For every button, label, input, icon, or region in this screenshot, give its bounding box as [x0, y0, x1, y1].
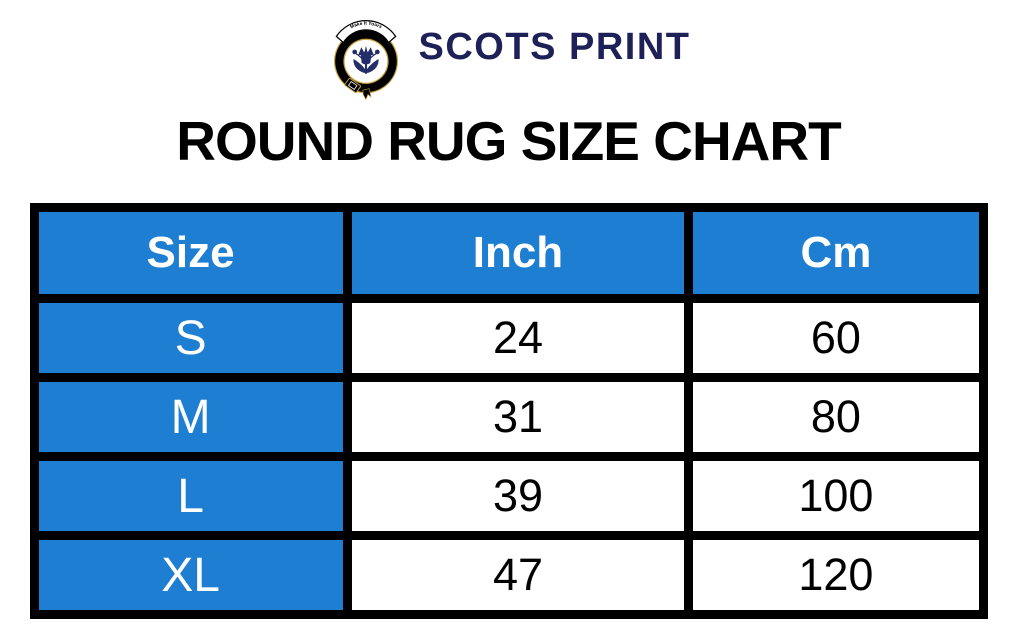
column-header-cm: Cm	[684, 203, 988, 303]
cm-cell: 80	[684, 373, 988, 461]
cm-cell: 100	[684, 452, 988, 540]
svg-text:Make It Yours: Make It Yours	[349, 21, 382, 31]
table-row-l: L 39 100	[29, 452, 988, 540]
table-row-s: S 24 60	[29, 294, 988, 382]
size-cell: L	[29, 452, 352, 540]
cm-cell: 60	[684, 294, 988, 382]
brand-wordmark: SCOTS PRINT	[418, 25, 691, 68]
belt-buckle	[344, 77, 372, 101]
size-cell: M	[29, 373, 352, 461]
inch-cell: 24	[342, 294, 694, 382]
size-chart-table: Size Inch Cm S 24 60 M 31 80 L 39 100 XL…	[29, 203, 988, 619]
page-title: ROUND RUG SIZE CHART	[176, 110, 841, 172]
thistle-icon	[351, 45, 380, 74]
thistle-crest-icon: Make It Yours	[333, 20, 398, 101]
size-cell: S	[29, 294, 352, 382]
inch-cell: 47	[342, 531, 694, 619]
header-row: Size Inch Cm	[29, 203, 988, 303]
column-header-inch: Inch	[342, 203, 694, 303]
inch-cell: 39	[342, 452, 694, 540]
brand-header: Make It Yours SCOTS PRINT	[0, 0, 1017, 105]
banner-ribbon: Make It Yours	[335, 20, 396, 44]
table-row-xl: XL 47 120	[29, 531, 988, 619]
banner-tagline: Make It Yours	[349, 21, 382, 31]
column-header-size: Size	[29, 203, 352, 303]
cm-cell: 120	[684, 531, 988, 619]
table-row-m: M 31 80	[29, 373, 988, 461]
scots-print-crest-logo: Make It Yours	[327, 5, 405, 107]
size-cell: XL	[29, 531, 352, 619]
inch-cell: 31	[342, 373, 694, 461]
